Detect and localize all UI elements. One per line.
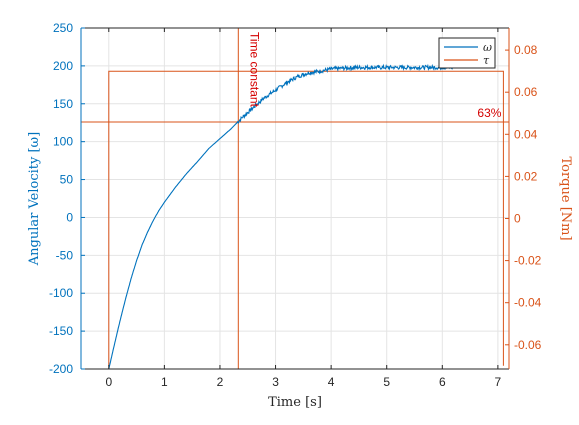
legend-entry-tau: τ: [483, 54, 490, 67]
annotation-time-constant: Time constant: [247, 32, 261, 108]
y-left-tick-label: -50: [56, 248, 74, 262]
axis-labels: Time [s] Angular Velocity [ω] Torque [Nm…: [27, 132, 573, 410]
y-right-tick-label: 0.06: [514, 85, 538, 99]
y-right-tick-label: 0.08: [514, 43, 538, 57]
x-tick-label: 2: [217, 375, 224, 389]
y-right-tick-label: 0: [514, 211, 521, 225]
series-line-tau: [108, 70, 504, 366]
axes: 0 1 2 3 4 5 6 7 -200 -150 -100 -50 0 50 100 150 200 250 -0…: [49, 21, 542, 389]
annotations: Time constant 63%: [247, 32, 501, 120]
legend-box: [438, 37, 496, 69]
y-left-tick-label: 150: [53, 97, 73, 111]
y-left-tick-label: -200: [49, 362, 73, 376]
y-left-tick-label: 100: [53, 135, 73, 149]
y-left-tick-label: 200: [53, 59, 73, 73]
y-right-tick-label: -0.06: [514, 338, 542, 352]
x-tick-label: 1: [161, 375, 168, 389]
y-axis-right-label: Torque [Nm]: [558, 156, 573, 240]
x-tick-label: 6: [439, 375, 446, 389]
x-tick-label: 0: [105, 375, 112, 389]
x-tick-label: 5: [383, 375, 390, 389]
y-right-tick-label: 0.02: [514, 169, 538, 183]
y-left-tick-label: -150: [49, 324, 73, 338]
annotation-63-percent: 63%: [477, 106, 501, 120]
y-left-tick-label: 50: [60, 173, 74, 187]
x-tick-label: 3: [272, 375, 279, 389]
legend-entry-omega: ω: [483, 41, 492, 54]
y-left-tick-label: 250: [53, 21, 73, 35]
y-axis-left-label: Angular Velocity [ω]: [27, 132, 42, 266]
x-tick-label: 4: [328, 375, 335, 389]
x-tick-label: 7: [495, 375, 502, 389]
y-right-tick-label: -0.02: [514, 254, 542, 268]
series-line-omega: [108, 63, 454, 370]
legend[interactable]: ω τ: [438, 37, 496, 69]
x-axis-label: Time [s]: [268, 395, 322, 410]
plot-area: [81, 28, 509, 369]
y-right-tick-label: 0.04: [514, 127, 538, 141]
y-right-tick-label: -0.04: [514, 296, 542, 310]
y-left-tick-label: 0: [66, 210, 73, 224]
y-left-tick-label: -100: [49, 286, 73, 300]
series-layer: [81, 28, 509, 370]
